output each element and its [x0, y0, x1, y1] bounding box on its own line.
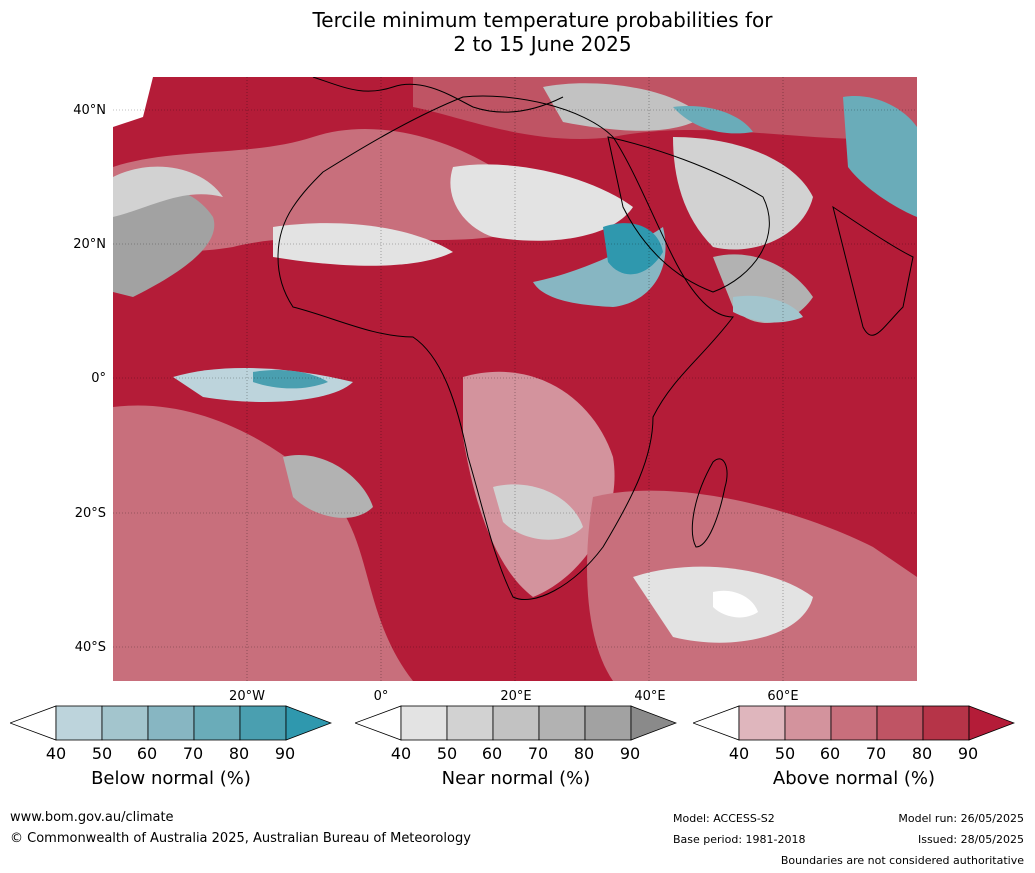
model-run-text: Model run: 26/05/2025	[898, 812, 1024, 825]
colorbar-segment	[147, 705, 195, 741]
colorbar-segment	[492, 705, 540, 741]
title-line-1: Tercile minimum temperature probabilitie…	[312, 8, 773, 32]
colorbar-segment	[876, 705, 924, 741]
below-normal-title: Below normal (%)	[91, 768, 251, 789]
website-link[interactable]: www.bom.gov.au/climate	[10, 810, 174, 825]
tick-label: 40	[390, 744, 412, 763]
colorbar-extend-low	[10, 705, 57, 741]
tick-label: 50	[436, 744, 458, 763]
colorbar-extend-low	[355, 705, 402, 741]
tick-label: 70	[182, 744, 204, 763]
colorbar-segment	[239, 705, 287, 741]
base-period-text: Base period: 1981-2018	[673, 833, 806, 846]
map-svg	[113, 77, 917, 681]
lon-label-60e: 60°E	[767, 689, 799, 704]
colorbar-extend-high	[285, 705, 332, 741]
tick-label: 50	[91, 744, 113, 763]
lon-label-40e: 40°E	[634, 689, 666, 704]
colorbar-segment	[738, 705, 786, 741]
tick-label: 90	[957, 744, 979, 763]
disclaimer-text: Boundaries are not considered authoritat…	[780, 854, 1024, 867]
colorbar-extend-low	[693, 705, 740, 741]
colorbar-extend-high	[968, 705, 1015, 741]
colorbar-segment	[400, 705, 448, 741]
map-title: Tercile minimum temperature probabilitie…	[0, 8, 1035, 56]
colorbar-extend-high	[630, 705, 677, 741]
title-line-2: 2 to 15 June 2025	[453, 32, 632, 56]
colorbar-segment	[922, 705, 970, 741]
above-normal-title: Above normal (%)	[772, 768, 936, 789]
tick-label: 90	[274, 744, 296, 763]
tick-label: 60	[481, 744, 503, 763]
copyright-text: © Commonwealth of Australia 2025, Austra…	[10, 831, 471, 846]
lon-label-20w: 20°W	[229, 689, 265, 704]
probability-map	[113, 77, 917, 681]
lat-label-20n: 20°N	[73, 237, 106, 252]
colorbar-segment	[193, 705, 241, 741]
lon-label-20e: 20°E	[500, 689, 532, 704]
colorbar-segment	[101, 705, 149, 741]
above-normal-colorbar	[693, 705, 1015, 741]
tick-label: 80	[911, 744, 933, 763]
issued-text: Issued: 28/05/2025	[917, 833, 1024, 846]
lat-label-40n: 40°N	[73, 103, 106, 118]
colorbar-segment	[830, 705, 878, 741]
tick-label: 50	[774, 744, 796, 763]
tick-label: 40	[728, 744, 750, 763]
colorbar-segment	[784, 705, 832, 741]
model-text: Model: ACCESS-S2	[673, 812, 775, 825]
below-normal-colorbar	[10, 705, 332, 741]
tick-label: 90	[619, 744, 641, 763]
colorbar-segment	[55, 705, 103, 741]
tick-label: 40	[45, 744, 67, 763]
lat-label-20s: 20°S	[74, 506, 106, 521]
near-normal-colorbar	[355, 705, 677, 741]
colorbar-segment	[538, 705, 586, 741]
lon-label-0: 0°	[373, 689, 389, 704]
tick-label: 60	[819, 744, 841, 763]
near-normal-title: Near normal (%)	[441, 768, 591, 789]
lat-label-equator: 0°	[91, 371, 106, 386]
colorbar-segment	[446, 705, 494, 741]
tick-label: 60	[136, 744, 158, 763]
tick-label: 80	[573, 744, 595, 763]
tick-label: 70	[527, 744, 549, 763]
colorbar-segment	[584, 705, 632, 741]
lat-label-40s: 40°S	[74, 640, 106, 655]
tick-label: 70	[865, 744, 887, 763]
tick-label: 80	[228, 744, 250, 763]
